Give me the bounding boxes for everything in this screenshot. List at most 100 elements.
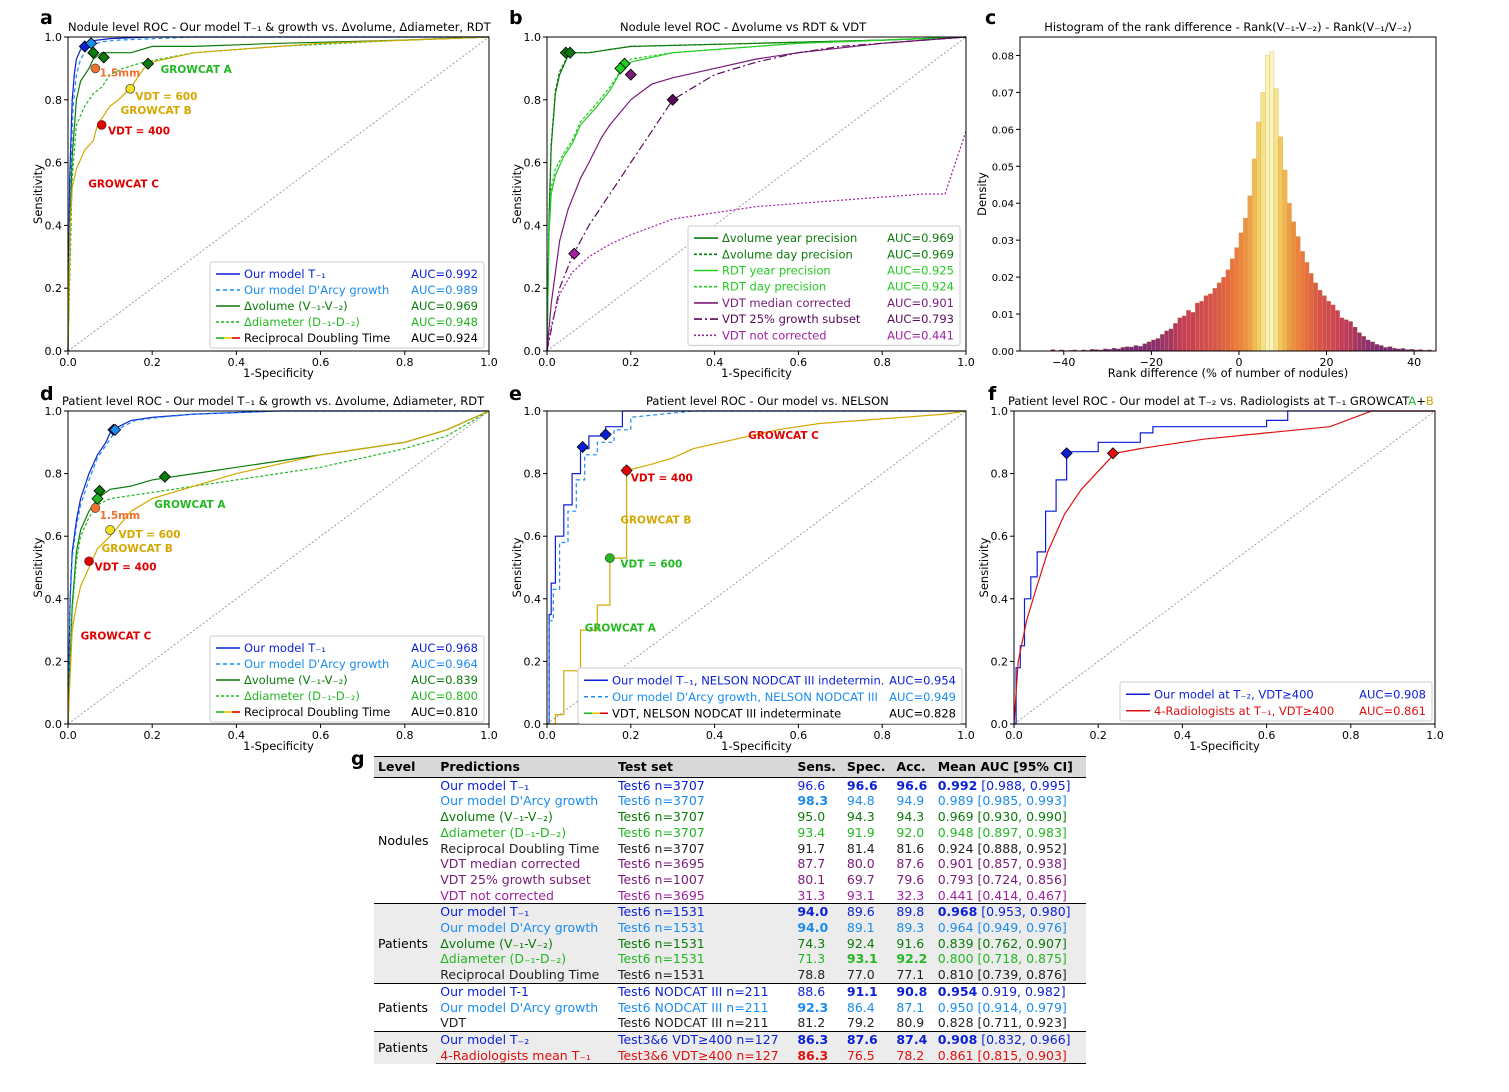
hist-bar (1129, 346, 1135, 352)
y-tick-label: 0.4 (45, 593, 63, 606)
legend-label: Δvolume day precision (722, 247, 853, 261)
spec-cell: 79.2 (846, 1015, 875, 1031)
col-test-set: Test set (613, 756, 794, 778)
legend-label: VDT median corrected (722, 296, 851, 310)
y-tick-label: 0.6 (45, 157, 63, 170)
axes-frame (1013, 410, 1436, 725)
legend-label: VDT not corrected (722, 328, 827, 342)
spec-cell: 81.4 (846, 840, 875, 856)
x-tick-label: −20 (1140, 356, 1163, 369)
legend-auc: AUC=0.992 (411, 267, 478, 281)
panel-a: a Nodule level ROC - Our model T₋₁ & grow… (31, 7, 498, 380)
panel-e: e Patient level ROC - Our model vs. NELSO… (509, 383, 975, 753)
test-set-cell: Test6 n=3707 (617, 809, 705, 825)
x-axis-label: 1-Specificity (243, 739, 314, 753)
legend: Our model T₋₁, NELSON NODCAT III indeter… (577, 667, 963, 724)
y-tick-label: 0.4 (524, 219, 542, 232)
hist-bar (1295, 236, 1301, 352)
spec-cell: 77.0 (842, 967, 893, 984)
operating-point-diamond (666, 93, 679, 106)
y-tick-label: 0.8 (991, 468, 1009, 481)
x-axis-label: 1-Specificity (1189, 739, 1260, 753)
acc-cell: 94.3 (896, 809, 925, 825)
operating-point-diamond (614, 62, 627, 75)
y-tick-label: 0.01 (992, 310, 1014, 321)
hist-bar (1370, 341, 1375, 352)
series-line (547, 410, 966, 725)
y-tick-label: 0.8 (45, 468, 63, 481)
legend-auc: AUC=0.800 (411, 689, 478, 703)
auc-cell: 0.950 [0.914, 0.979] (934, 1000, 1086, 1016)
spec-cell: 93.1 (846, 887, 875, 903)
chance-line (546, 36, 967, 352)
series-line (546, 36, 967, 352)
acc-cell: 80.9 (896, 1015, 925, 1031)
x-tick-label: 0.0 (538, 729, 556, 742)
legend-auc: AUC=0.441 (887, 328, 954, 342)
series-line (67, 36, 490, 352)
legend-auc: AUC=0.969 (887, 247, 954, 261)
table-row: Patients Our model T₋₂ Test3&6 VDT≥400 n=1… (374, 1030, 1086, 1064)
y-axis-label: Sensitivity (31, 537, 45, 597)
hist-bar (1216, 282, 1222, 352)
sens-cell: 94.0 (793, 920, 843, 936)
auc-value: 0.901 (937, 856, 974, 872)
table-row: VDT not corrected Test6 n=3695 31.3 93.1 32.… (374, 888, 1086, 904)
auc-ci: [0.724, 0.856] (973, 871, 1067, 887)
prediction-cell: Our model T₋₁ (436, 903, 614, 921)
y-tick-label: 0.00 (992, 347, 1014, 358)
legend-auc: AUC=0.924 (411, 331, 478, 345)
legend: Our model T₋₁ AUC=0.992 Our model D'Arcy g… (209, 261, 485, 349)
sens-cell: 74.3 (793, 935, 843, 952)
spec-cell: 80.0 (846, 856, 875, 872)
y-tick-label: 0.8 (524, 94, 542, 107)
panel-letter: c (985, 7, 996, 29)
x-tick-label: 0.4 (228, 729, 246, 742)
x-tick-label: 0.6 (790, 356, 808, 369)
auc-value: 0.828 (937, 1015, 974, 1031)
y-tick-label: 0.6 (991, 530, 1009, 543)
acc-cell: 96.6 (896, 777, 928, 793)
test-set-cell: Test6 NODCAT III n=211 (613, 982, 794, 1000)
y-tick-label: 0.4 (45, 219, 63, 232)
table-row: Patients Our model T₋₁ Test6 n=1531 94.0 89.… (374, 903, 1086, 984)
sens-cell: 91.7 (797, 840, 826, 856)
x-tick-label: 1.0 (1426, 729, 1444, 742)
col-level: Level (374, 756, 437, 778)
y-tick-label: 1.0 (45, 405, 63, 418)
table-row: Δdiameter (D₋₁-D₋₂) Test6 n=1531 71.3 93.1 9… (374, 951, 1086, 968)
x-tick-label: −40 (1052, 356, 1075, 369)
panel-letter: b (509, 7, 523, 29)
hist-bar (1199, 300, 1205, 352)
test-set-cell: Test6 n=1531 (613, 920, 794, 936)
hist-bar (1133, 345, 1139, 352)
operating-point-circle (90, 63, 101, 74)
series-line (67, 410, 489, 725)
series-line (67, 410, 490, 725)
acc-cell: 91.6 (892, 935, 934, 952)
y-tick-label: 0.8 (524, 468, 542, 481)
legend-label: Δvolume (V₋₁-V₋₂) (244, 673, 348, 687)
spec-cell: 91.9 (846, 824, 875, 840)
auc-cell: 0.839 [0.762, 0.907] (933, 935, 1086, 952)
test-set-cell: Test6 n=1531 (613, 951, 794, 968)
spec-cell: 92.4 (842, 935, 893, 952)
operating-point-diamond (599, 428, 612, 441)
legend-box (1119, 681, 1433, 722)
legend-auc: AUC=0.810 (411, 705, 478, 719)
prediction-cell: Reciprocal Doubling Time (436, 967, 614, 984)
x-tick-label: 0.8 (1342, 729, 1360, 742)
auc-cell: 0.954 0.919, 0.982] (933, 982, 1086, 1000)
legend-label: Our model T₋₁ (244, 641, 326, 655)
y-tick-label: 0.2 (524, 282, 542, 295)
panel-c: c Histogram of the rank difference - Rank… (975, 7, 1437, 380)
legend-label: Δvolume (V₋₁-V₋₂) (244, 299, 348, 313)
prediction-cell: 4-Radiologists mean T₋₁ (436, 1047, 614, 1065)
growcat-annotation: GROWCAT B (620, 515, 691, 527)
hist-bar (1247, 195, 1253, 352)
auc-cell: 0.964 [0.949, 0.976] (933, 920, 1086, 936)
test-set-cell: Test6 n=1531 (613, 903, 794, 921)
hist-bar (1251, 158, 1257, 352)
legend-label: Our model T₋₁ (244, 267, 326, 281)
legend-label: Δvolume year precision (722, 231, 857, 245)
